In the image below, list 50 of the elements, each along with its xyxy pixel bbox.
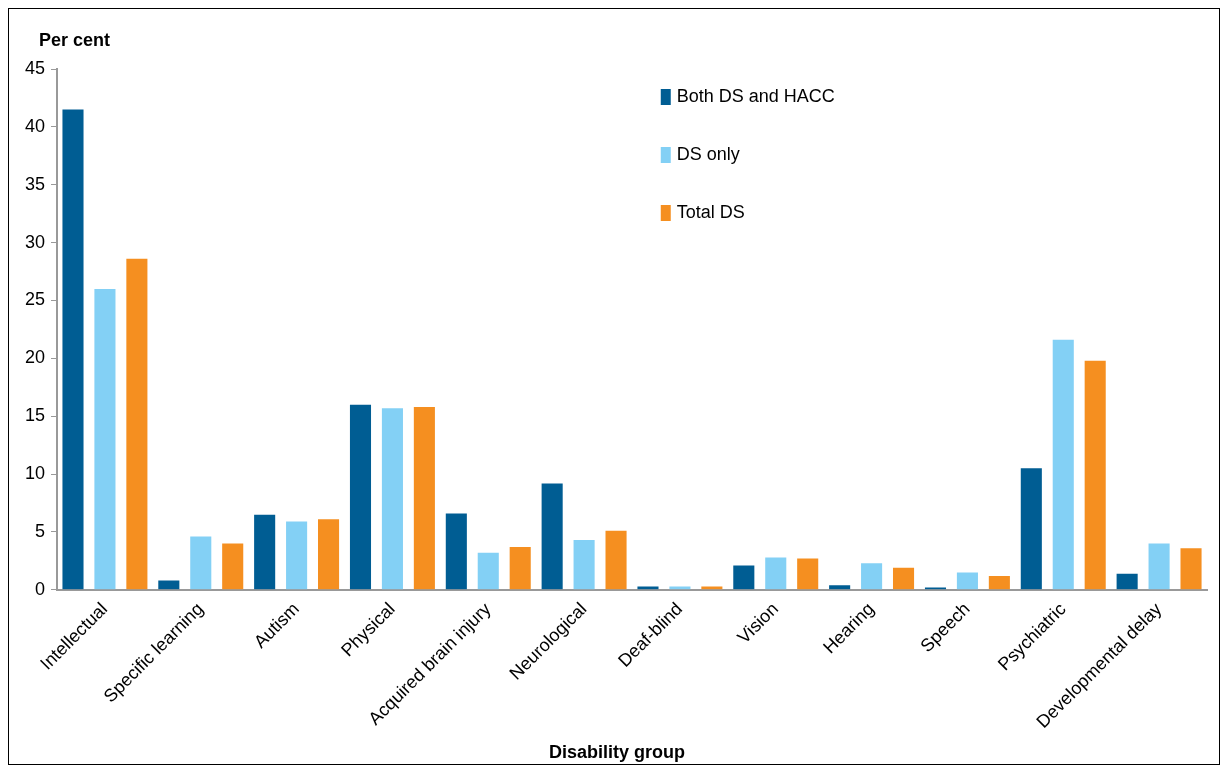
bar [445,513,467,590]
y-tick-label: 45 [24,57,46,78]
x-axis-title: Disability group [549,741,686,762]
legend-label: Both DS and HACC [676,85,835,106]
y-tick-label: 25 [24,289,46,310]
bar [765,557,787,590]
bar [1084,360,1106,590]
bar [190,536,212,590]
bar [381,408,403,590]
y-tick-label: 0 [35,578,46,599]
bar [126,258,148,590]
bar [62,109,84,590]
bar [286,521,308,590]
y-tick-label: 10 [24,463,46,484]
bar [988,575,1010,590]
bar [1020,468,1042,590]
bar [701,586,723,590]
bar [956,572,978,590]
bar [158,580,180,590]
legend-label: DS only [676,143,740,164]
bar [413,406,435,590]
y-tick-label: 20 [24,347,46,368]
bar [829,585,851,590]
bar [349,404,372,590]
y-tick-label: 15 [24,405,46,426]
bar [318,519,340,590]
y-tick-label: 35 [24,173,46,194]
legend-label: Total DS [676,201,745,222]
bar [573,540,595,590]
bar [1148,543,1170,590]
bar [861,563,883,590]
bar [541,483,563,590]
y-tick-label: 30 [24,231,46,252]
bar [509,547,531,590]
bar [892,567,915,590]
y-axis-title: Per cent [39,29,111,50]
bar [477,552,499,590]
bar [254,514,276,590]
bar [637,586,659,590]
bar [797,558,819,590]
bar [1116,573,1138,590]
bar [94,288,116,590]
y-tick-label: 5 [35,520,46,541]
bar [222,543,244,590]
bar [605,530,627,590]
bar [1180,548,1202,590]
bar [733,565,755,590]
y-tick-label: 40 [24,115,46,136]
bar [1052,339,1074,590]
bar [669,586,691,590]
